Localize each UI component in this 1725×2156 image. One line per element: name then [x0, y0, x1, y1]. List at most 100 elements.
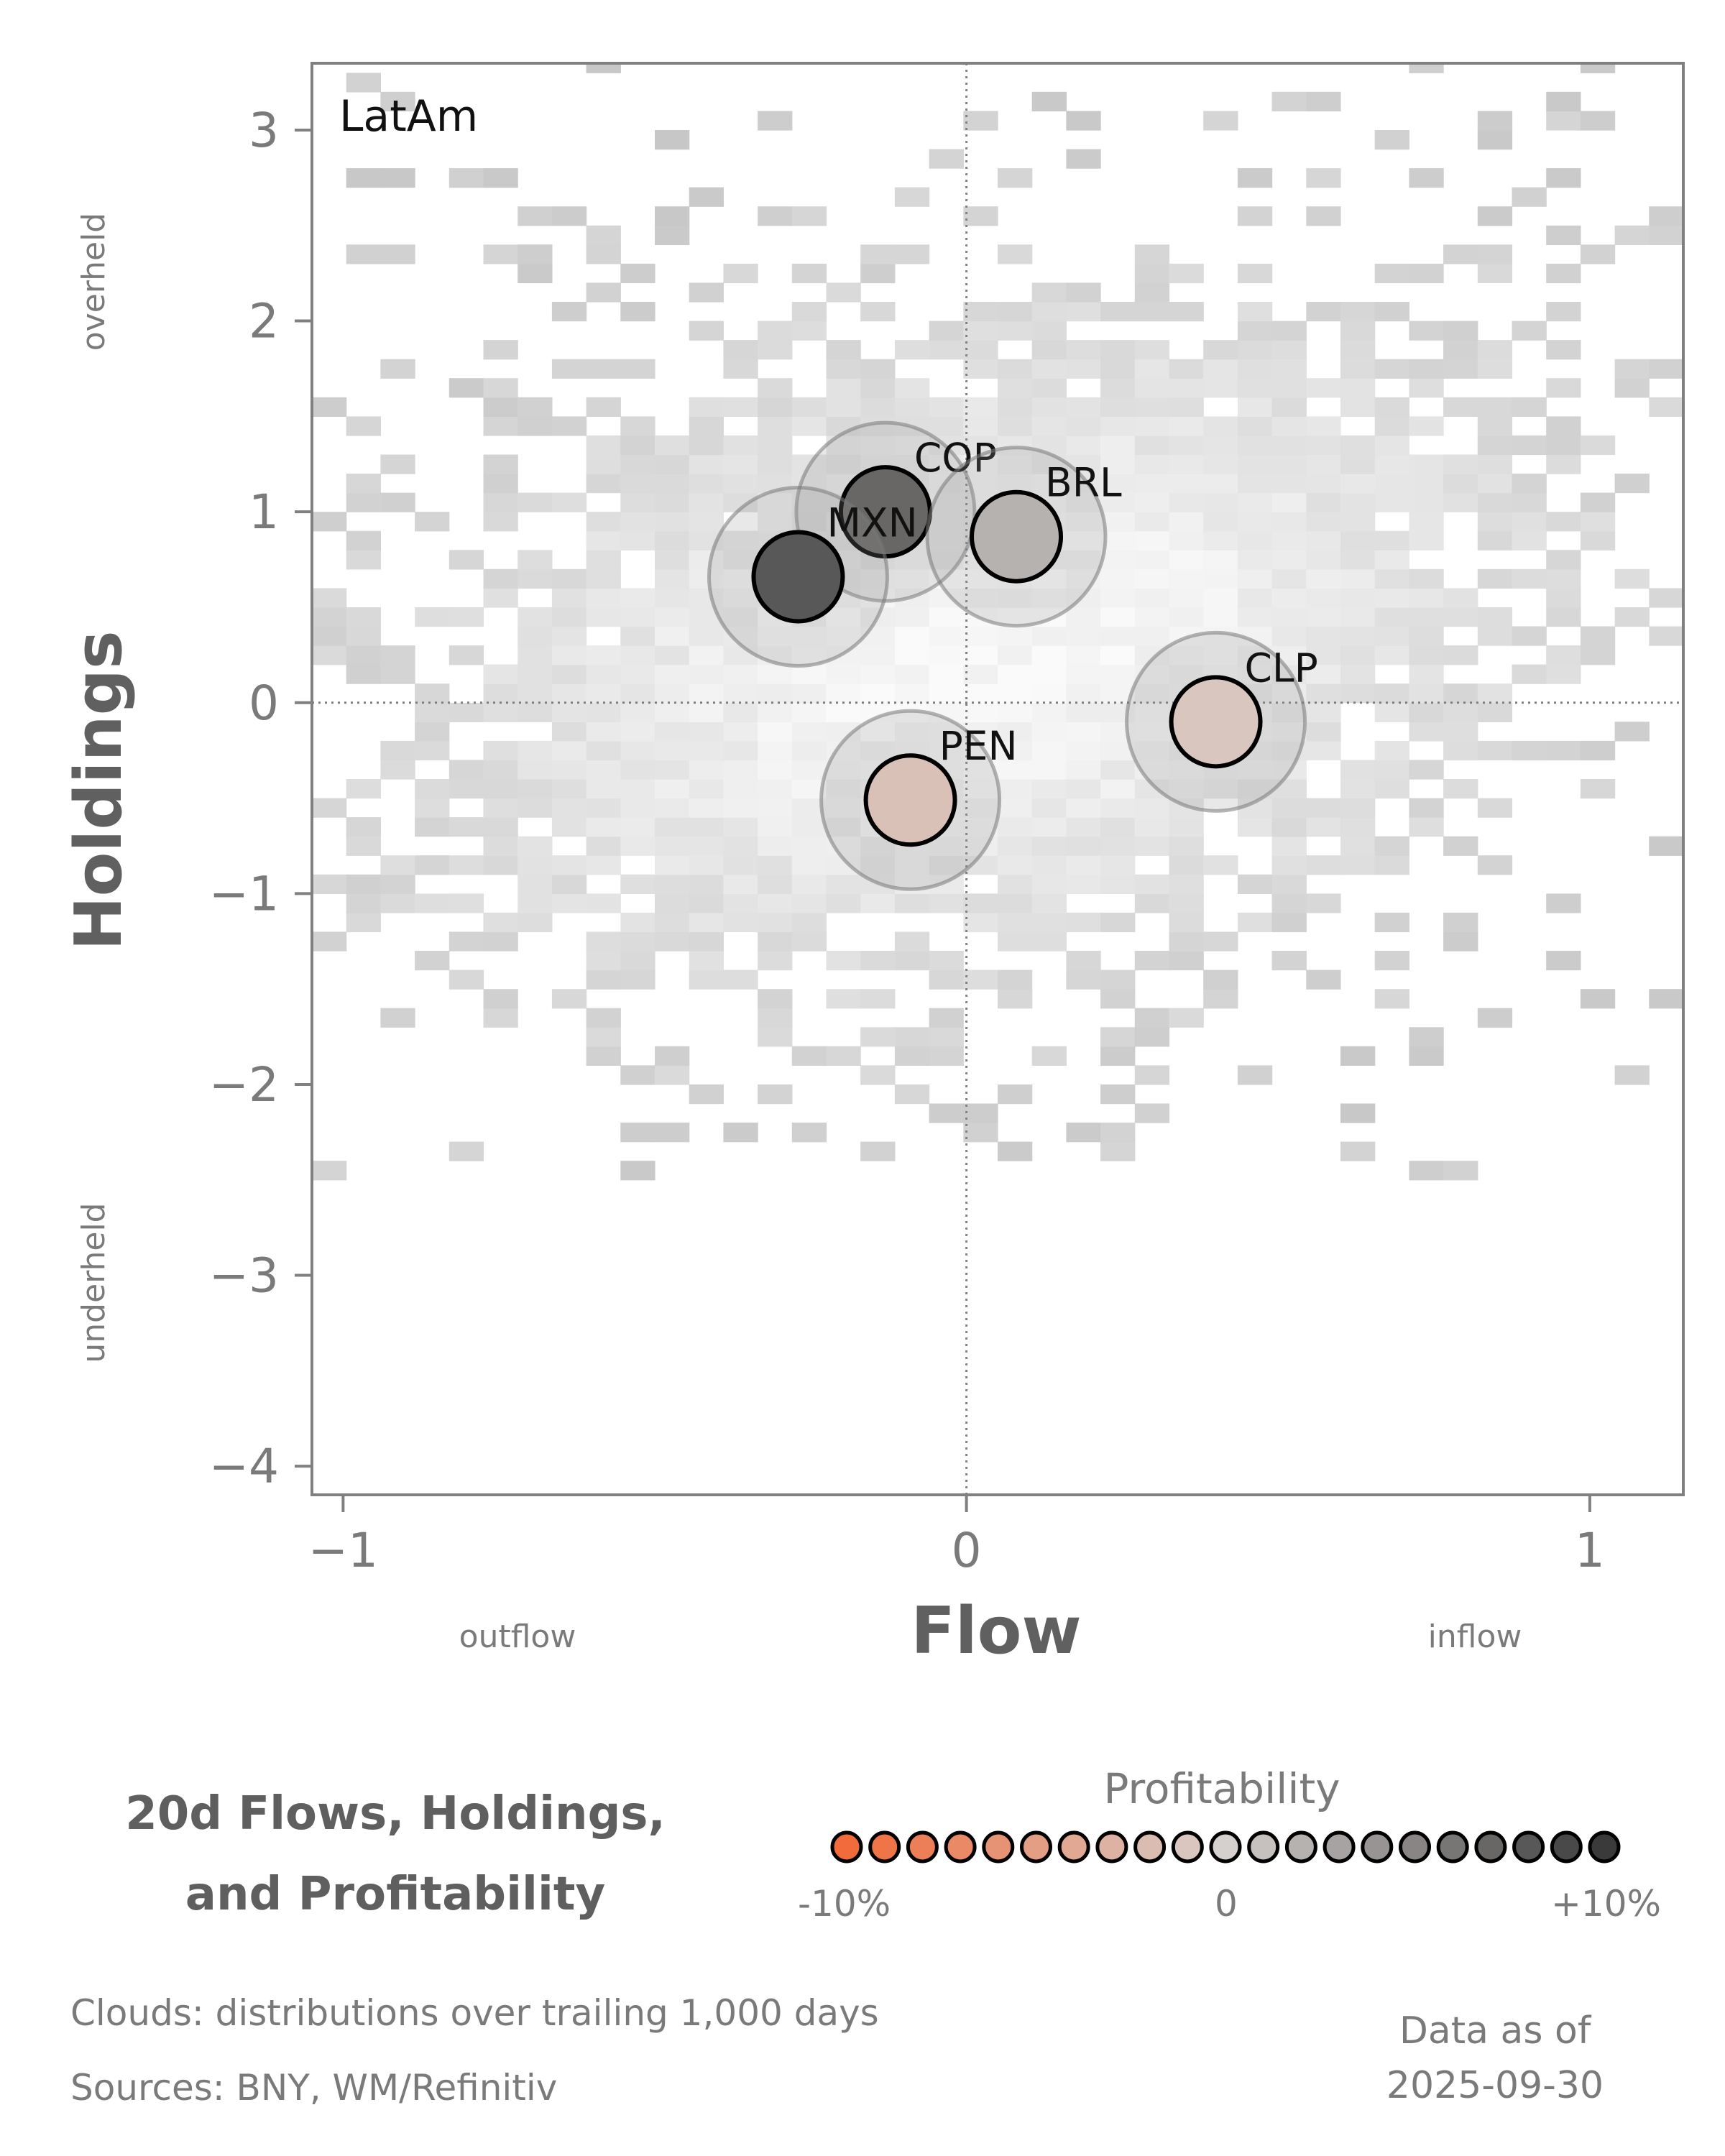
cloud-cell	[758, 683, 793, 704]
y-axis-title: Holdings	[61, 630, 137, 950]
cloud-cell	[1374, 397, 1409, 417]
cloud-cell	[1477, 702, 1513, 722]
cloud-cell	[1134, 530, 1170, 550]
cloud-cell	[929, 1103, 964, 1123]
colorbar-swatch	[1399, 1830, 1431, 1864]
cloud-cell	[1237, 416, 1273, 436]
cloud-cell	[1340, 588, 1376, 608]
cloud-cell	[1237, 912, 1273, 933]
cloud-cell	[312, 1161, 347, 1181]
cloud-cell	[1134, 1103, 1170, 1123]
cloud-cell	[1477, 607, 1513, 627]
cloud-cell	[826, 1046, 861, 1066]
cloud-cell	[415, 893, 450, 913]
cloud-cell	[1580, 244, 1616, 264]
cloud-cell	[1203, 779, 1238, 799]
cloud-cell	[518, 912, 553, 933]
cloud-cell	[1546, 91, 1581, 111]
cloud-cell	[1100, 817, 1136, 837]
cloud-cell	[586, 702, 621, 722]
cloud-cell	[1203, 474, 1238, 494]
cloud-cell	[1477, 683, 1513, 704]
cloud-cell	[1271, 454, 1307, 474]
cloud-cell	[791, 302, 827, 322]
cloud-cell	[1409, 817, 1444, 837]
cloud-cell	[415, 722, 450, 742]
cloud-cell	[551, 588, 587, 608]
cloud-cell	[1306, 206, 1341, 226]
cloud-cell	[1134, 626, 1170, 646]
cloud-cell	[1546, 893, 1581, 913]
cloud-cell	[1512, 397, 1547, 417]
cloud-cell	[1169, 397, 1204, 417]
cloud-cell	[998, 740, 1033, 761]
cloud-cell	[415, 512, 450, 532]
cloud-cell	[894, 244, 930, 264]
cloud-cell	[1580, 63, 1616, 73]
cloud-cell	[791, 626, 827, 646]
cloud-cell	[1031, 702, 1067, 722]
cloud-cell	[1374, 760, 1409, 780]
cloud-cell	[1340, 1046, 1376, 1066]
cloud-cell	[1237, 1065, 1273, 1085]
cloud-cell	[1134, 492, 1170, 512]
cloud-cell	[929, 1008, 964, 1028]
cloud-cell	[1546, 740, 1581, 761]
cloud-cell	[1031, 397, 1067, 417]
cloud-cell	[1031, 378, 1067, 398]
cloud-cell	[1203, 588, 1238, 608]
cloud-cell	[620, 454, 656, 474]
cloud-cell	[998, 588, 1033, 608]
cloud-cell	[1306, 645, 1341, 665]
cloud-cell	[380, 893, 415, 913]
cloud-cell	[655, 893, 690, 913]
cloud-cell	[1134, 1065, 1170, 1085]
cloud-cell	[758, 378, 793, 398]
cloud-cell	[929, 740, 964, 761]
cloud-cell	[758, 340, 793, 360]
cloud-cell	[1374, 359, 1409, 379]
cloud-cell	[963, 1103, 998, 1123]
cloud-cell	[1203, 378, 1238, 398]
cloud-cell	[998, 931, 1033, 952]
cloud-cell	[586, 359, 621, 379]
cloud-cell	[1066, 607, 1101, 627]
cloud-cell	[826, 760, 861, 780]
cloud-cell	[551, 664, 587, 684]
cloud-cell	[826, 378, 861, 398]
cloud-cell	[826, 779, 861, 799]
cloud-cell	[1271, 607, 1307, 627]
cloud-cell	[860, 397, 896, 417]
cloud-cell	[826, 683, 861, 704]
cloud-cell	[1237, 550, 1273, 570]
cloud-cell	[655, 798, 690, 818]
cloud-cell	[1477, 397, 1513, 417]
cloud-cell	[551, 798, 587, 818]
sources-note: Sources: BNY, WM/Refinitiv	[70, 2067, 558, 2109]
cloud-cell	[1443, 359, 1478, 379]
cloud-cell	[1100, 1046, 1136, 1066]
cloud-cell	[620, 607, 656, 627]
cloud-cell	[1066, 855, 1101, 875]
cloud-cell	[1100, 454, 1136, 474]
chart-heading-line2: and Profitability	[185, 1868, 606, 1921]
cloud-cell	[586, 969, 621, 990]
cloud-cell	[1306, 435, 1341, 456]
cloud-cell	[1512, 664, 1547, 684]
cloud-cell	[1031, 302, 1067, 322]
cloud-cell	[963, 111, 998, 131]
cloud-cell	[1169, 512, 1204, 532]
colorbar-swatch	[1588, 1830, 1621, 1864]
cloud-cell	[415, 798, 450, 818]
colorbar-swatch	[1284, 1830, 1317, 1864]
cloud-cell	[791, 664, 827, 684]
cloud-cell	[826, 874, 861, 894]
cloud-cell	[998, 168, 1033, 188]
point-marker	[863, 753, 957, 847]
cloud-cell	[1340, 378, 1376, 398]
cloud-cell	[483, 798, 518, 818]
cloud-cell	[1134, 722, 1170, 742]
cloud-cell	[758, 454, 793, 474]
cloud-cell	[551, 817, 587, 837]
cloud-cell	[1100, 1141, 1136, 1161]
